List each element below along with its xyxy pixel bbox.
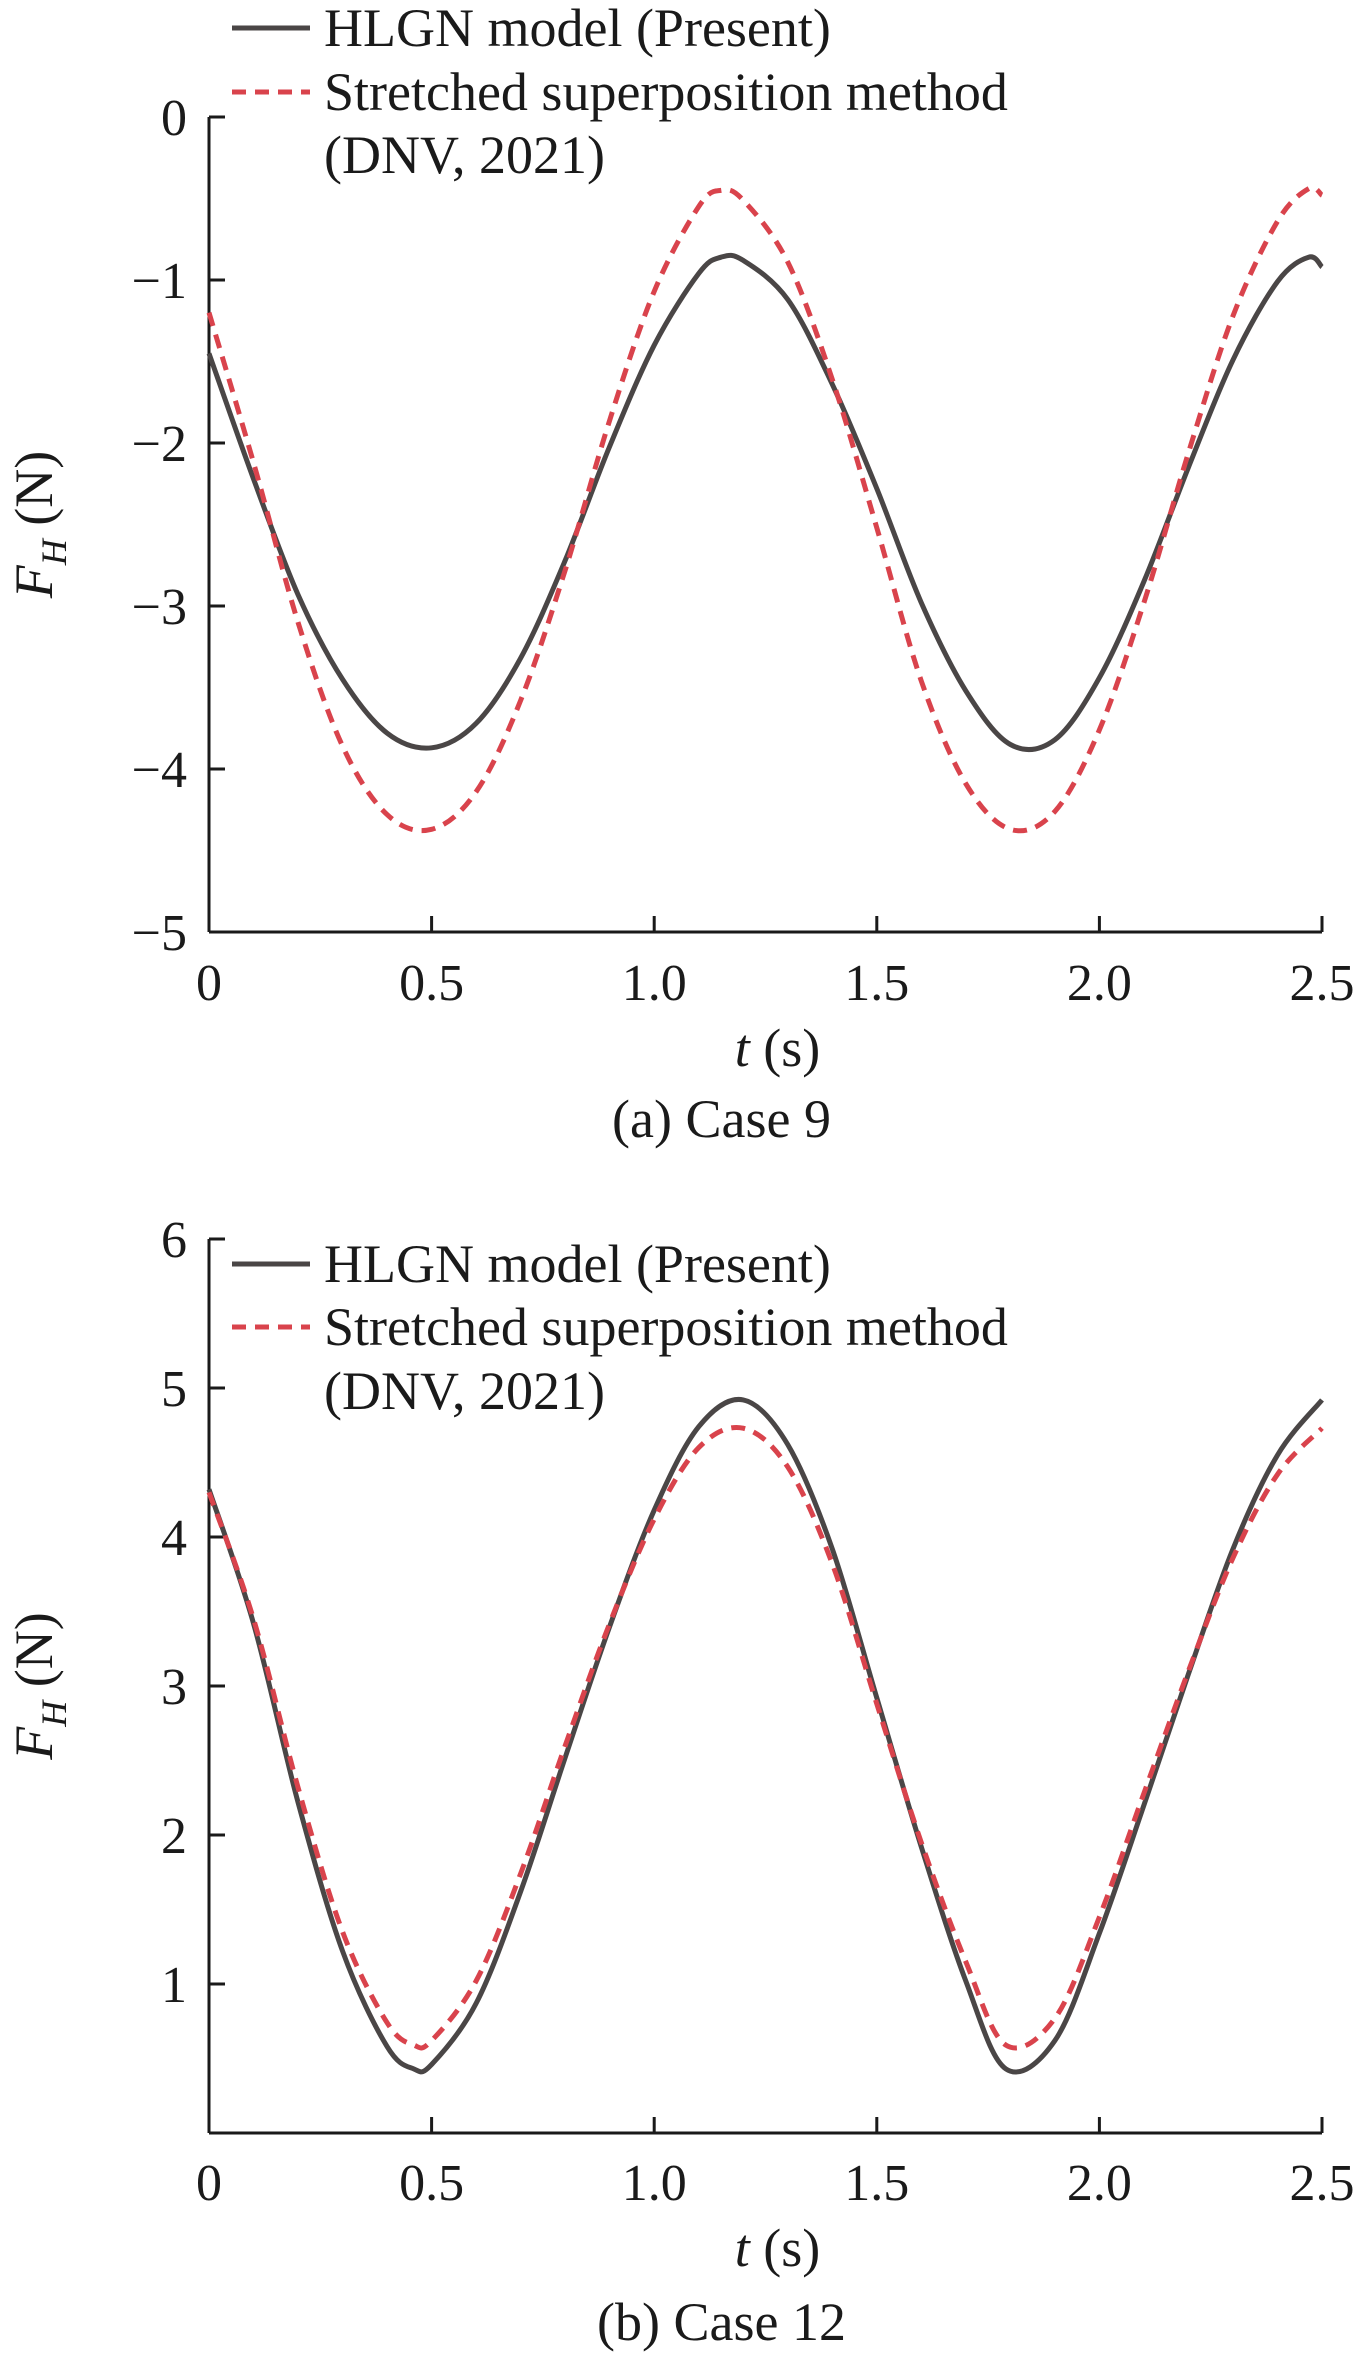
- y-axis-label: FH (N): [4, 451, 74, 599]
- x-tick-label: 0: [196, 955, 222, 1012]
- x-axis-label: t (s): [735, 2218, 821, 2278]
- y-tick-label: 1: [161, 1957, 187, 2014]
- x-tick-label: 2.5: [1290, 2155, 1355, 2212]
- y-tick-label: −4: [132, 742, 187, 799]
- x-tick-label: 0.5: [399, 2155, 464, 2212]
- x-tick-label: 2.5: [1290, 955, 1355, 1012]
- y-tick-label: 6: [161, 1212, 187, 1269]
- y-tick-label: 3: [161, 1659, 187, 1716]
- x-axis-unit: (s): [750, 2218, 820, 2278]
- y-axis-subscript: H: [34, 537, 74, 566]
- y-axis-label: FH (N): [4, 1612, 74, 1760]
- legend-label: Stretched superposition method: [324, 62, 1008, 122]
- legend: HLGN model (Present)Stretched superposit…: [232, 0, 1008, 185]
- x-tick-label: 1.5: [844, 955, 909, 1012]
- chart-panel-2: 0 0.5 1.0 1.5 2.0 2.5 1 2 3 4 5 6 t (s) FH (N) HLGN mo…: [4, 1212, 1355, 2352]
- y-tick-label: −1: [132, 253, 187, 310]
- x-tick-label: 2.0: [1067, 2155, 1132, 2212]
- x-tick-label: 2.0: [1067, 955, 1132, 1012]
- y-axis-variable: F: [4, 564, 64, 599]
- series-line-hlgn: [206, 1396, 1324, 2075]
- y-axis-subscript: H: [34, 1699, 74, 1728]
- panel-caption: (a) Case 9: [612, 1089, 831, 1149]
- legend-label: HLGN model (Present): [324, 0, 831, 58]
- y-axis-unit: (N): [4, 451, 64, 539]
- x-axis-variable: t: [735, 2218, 752, 2278]
- series-line-stretched: [206, 185, 1324, 834]
- x-tick-label: 1.5: [844, 2155, 909, 2212]
- y-tick-label: −3: [132, 579, 187, 636]
- legend-label: Stretched superposition method: [324, 1297, 1008, 1357]
- y-tick-label: 0: [161, 90, 187, 147]
- series-line-stretched: [206, 1424, 1324, 2051]
- x-tick-label: 1.0: [622, 2155, 687, 2212]
- legend-label-continued: (DNV, 2021): [324, 125, 605, 185]
- y-tick-label: 2: [161, 1808, 187, 1865]
- legend: HLGN model (Present)Stretched superposit…: [232, 1234, 1008, 1421]
- x-axis-variable: t: [735, 1018, 752, 1078]
- y-tick-label: 4: [161, 1510, 187, 1567]
- x-tick-label: 0.5: [399, 955, 464, 1012]
- x-tick-label: 1.0: [622, 955, 687, 1012]
- x-tick-label: 0: [196, 2155, 222, 2212]
- chart-panel-1: 0 0.5 1.0 1.5 2.0 2.5 −5 −4 −3 −2 −1 0 t (s) FH (N) HL…: [4, 0, 1355, 1149]
- y-axis-unit: (N): [4, 1612, 64, 1700]
- x-axis-unit: (s): [750, 1018, 820, 1078]
- legend-label: HLGN model (Present): [324, 1234, 831, 1294]
- y-tick-label: −5: [132, 905, 187, 962]
- legend-label-continued: (DNV, 2021): [324, 1361, 605, 1421]
- y-tick-label: 5: [161, 1361, 187, 1418]
- series-line-hlgn: [206, 252, 1324, 753]
- panel-caption: (b) Case 12: [597, 2292, 846, 2352]
- y-tick-label: −2: [132, 416, 187, 473]
- y-axis-variable: F: [4, 1726, 64, 1761]
- x-axis-label: t (s): [735, 1018, 821, 1078]
